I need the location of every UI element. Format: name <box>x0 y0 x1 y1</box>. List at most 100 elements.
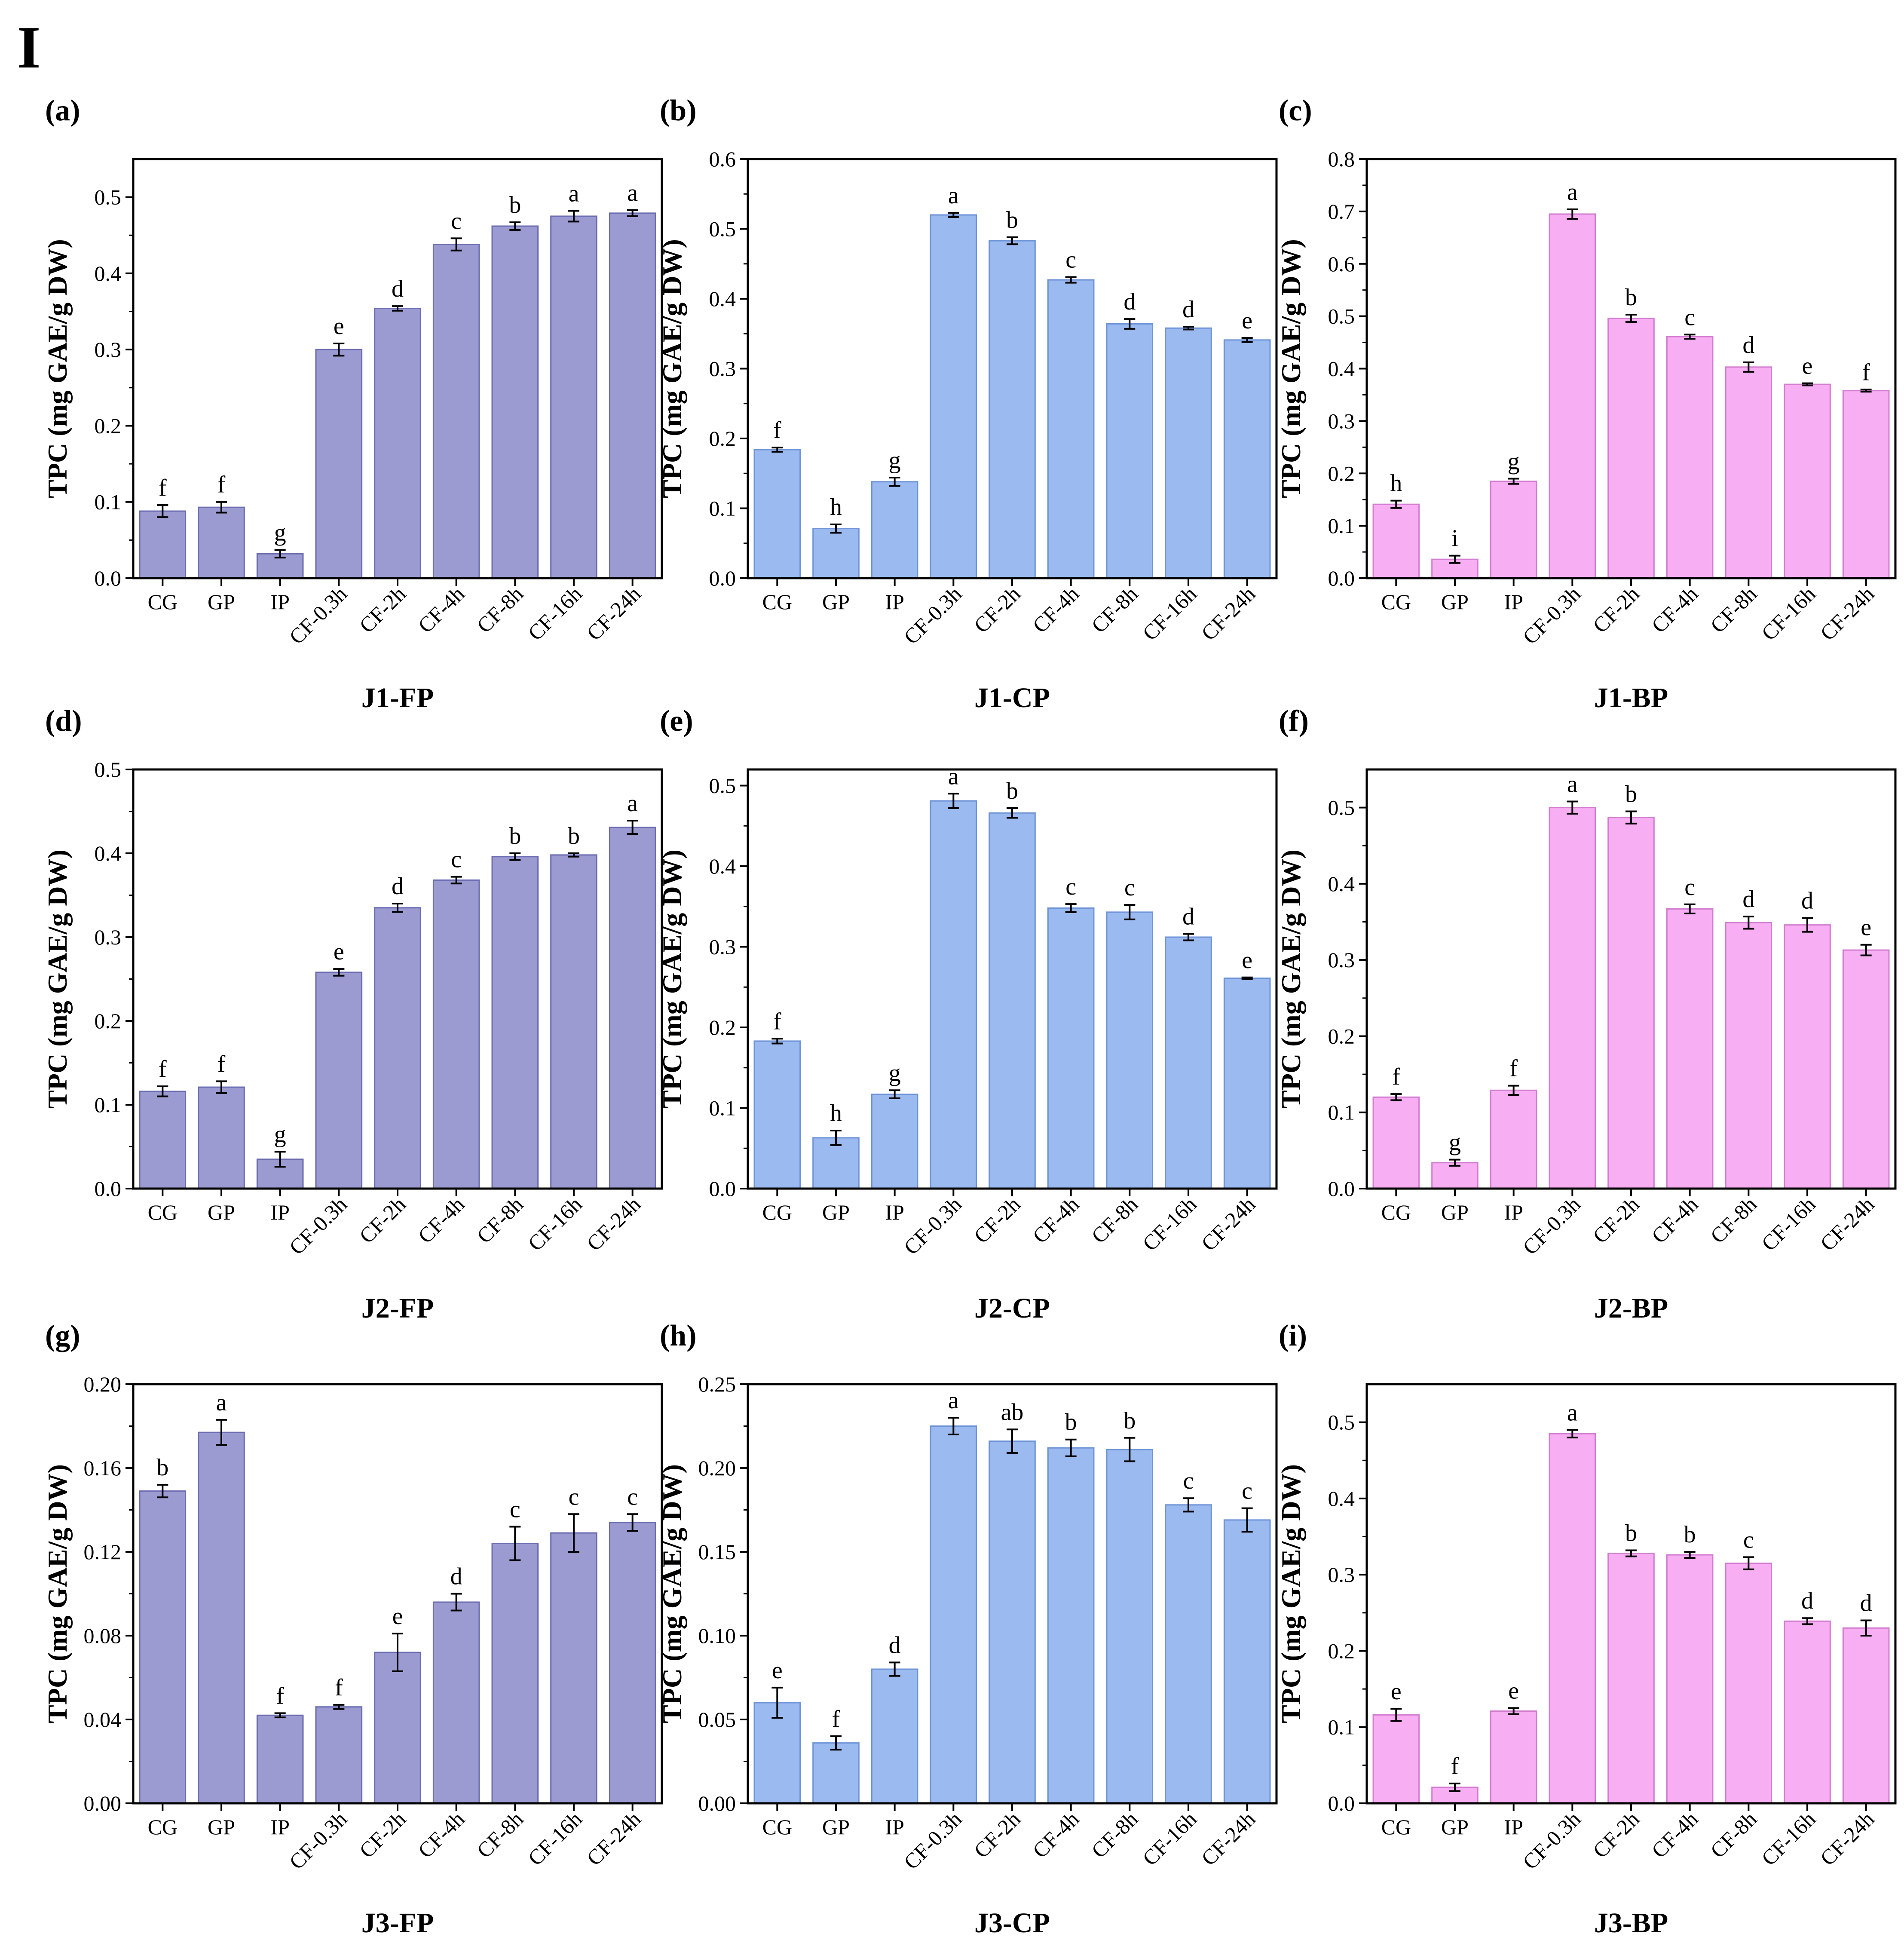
bar <box>812 1137 860 1189</box>
plot-frame <box>747 768 1278 1190</box>
bar <box>198 506 245 579</box>
significance-letter: g <box>889 1060 901 1086</box>
bar <box>753 1702 801 1804</box>
y-axis-label: TPC (mg GAE/g DW) <box>1276 239 1306 498</box>
significance-letter: b <box>1006 207 1018 233</box>
y-tick-label: 0.4 <box>1328 1486 1355 1511</box>
bar <box>1490 481 1537 579</box>
x-tick-label: CF-4h <box>1028 582 1084 637</box>
x-tick-label: CF-0.3h <box>285 1192 352 1259</box>
panel-label: (e) <box>660 705 693 738</box>
y-tick-label: 0.2 <box>1328 461 1355 485</box>
significance-letter: f <box>159 475 167 501</box>
x-tick-label: GP <box>1441 1200 1469 1224</box>
bar <box>1666 336 1714 579</box>
y-tick-label: 0.1 <box>709 496 736 521</box>
bar <box>1372 1714 1420 1804</box>
bar <box>1666 1554 1714 1804</box>
plot-frame <box>1365 1383 1897 1805</box>
y-tick-label: 0.1 <box>95 1093 122 1117</box>
y-tick-label: 0.2 <box>709 426 736 451</box>
significance-letter: i <box>1451 525 1458 552</box>
y-tick-label: 0.5 <box>1328 304 1355 328</box>
y-tick-label: 0.3 <box>95 337 122 362</box>
x-tick-label: CF-2h <box>355 1807 410 1863</box>
x-tick-label: CF-0.3h <box>285 582 352 649</box>
significance-letter: e <box>772 1657 783 1684</box>
x-tick-label: CF-2h <box>1588 1192 1644 1248</box>
significance-letter: c <box>1124 874 1135 901</box>
bar <box>1784 924 1831 1189</box>
y-tick-label: 0.04 <box>84 1707 122 1732</box>
x-tick-label: IP <box>885 1815 904 1839</box>
x-tick-label: CF-2h <box>969 582 1025 637</box>
significance-letter: e <box>1802 353 1813 380</box>
significance-letter: c <box>1183 1468 1194 1494</box>
x-tick-label: CF-24h <box>1815 1192 1879 1256</box>
significance-letter: d <box>1182 296 1194 323</box>
x-tick-label: CF-0.3h <box>285 1807 352 1874</box>
y-tick-label: 0.3 <box>709 935 736 959</box>
significance-letter: a <box>1567 179 1578 205</box>
significance-letter: a <box>948 763 959 790</box>
significance-letter: c <box>1242 1478 1252 1505</box>
x-tick-label: GP <box>208 1200 235 1224</box>
y-tick-label: 0.1 <box>709 1096 736 1120</box>
bar <box>491 225 539 579</box>
bar <box>432 879 480 1189</box>
significance-letter: b <box>1625 284 1637 311</box>
bar <box>139 1091 187 1189</box>
plot-frame <box>747 1383 1278 1805</box>
bar <box>609 212 656 579</box>
bar <box>930 214 977 579</box>
x-tick-label: IP <box>885 1200 904 1224</box>
bar <box>1549 213 1596 579</box>
y-axis-label: TPC (mg GAE/g DW) <box>1276 1464 1306 1723</box>
significance-letter: a <box>216 1389 227 1416</box>
significance-letter: d <box>889 1632 901 1658</box>
panel-title: J3-BP <box>1594 1907 1668 1939</box>
y-tick-label: 0.3 <box>709 357 736 381</box>
x-tick-label: CF-8h <box>1087 1192 1142 1248</box>
bar <box>550 1532 597 1804</box>
x-tick-label: GP <box>208 590 235 614</box>
significance-letter: b <box>1123 1407 1136 1434</box>
plot-frame <box>132 1383 663 1805</box>
x-tick-label: IP <box>1504 1815 1523 1839</box>
significance-letter: d <box>450 1563 462 1590</box>
x-tick-label: CF-24h <box>1197 1192 1260 1256</box>
x-tick-label: CF-24h <box>1197 1807 1260 1870</box>
x-tick-label: CF-24h <box>1815 582 1879 645</box>
significance-letter: b <box>1625 1520 1637 1546</box>
x-tick-label: GP <box>1441 1815 1469 1839</box>
x-tick-label: CF-2h <box>969 1192 1025 1248</box>
y-tick-label: 0.1 <box>1328 514 1355 538</box>
significance-letter: f <box>1862 359 1870 386</box>
significance-letter: ab <box>1001 1399 1024 1425</box>
bar <box>609 827 656 1189</box>
bar <box>1223 978 1271 1189</box>
significance-letter: e <box>334 313 344 340</box>
bar <box>315 349 363 579</box>
bar <box>930 800 977 1189</box>
y-axis-label: TPC (mg GAE/g DW) <box>657 849 687 1109</box>
y-axis-label: TPC (mg GAE/g DW) <box>657 239 687 498</box>
panel-title: J1-FP <box>361 682 434 714</box>
bar <box>139 510 187 579</box>
bar <box>256 1714 304 1804</box>
panel-a: (a) TPC (mg GAE/g DW) 0.0 0.1 0.2 0.3 0.4 0.5 f C… <box>42 94 663 714</box>
bar <box>1165 936 1212 1189</box>
bar <box>432 244 480 579</box>
x-tick-label: GP <box>208 1815 235 1839</box>
figure-label: I <box>17 14 41 81</box>
bar <box>871 1094 918 1189</box>
significance-letter: c <box>1684 304 1695 331</box>
bar <box>930 1425 977 1804</box>
panel-label: (f) <box>1279 705 1309 738</box>
significance-letter: g <box>274 519 286 546</box>
significance-letter: e <box>1242 307 1252 334</box>
significance-letter: d <box>1123 288 1136 315</box>
significance-letter: e <box>1391 1678 1402 1705</box>
bar <box>1106 1449 1154 1804</box>
significance-letter: g <box>274 1121 286 1148</box>
